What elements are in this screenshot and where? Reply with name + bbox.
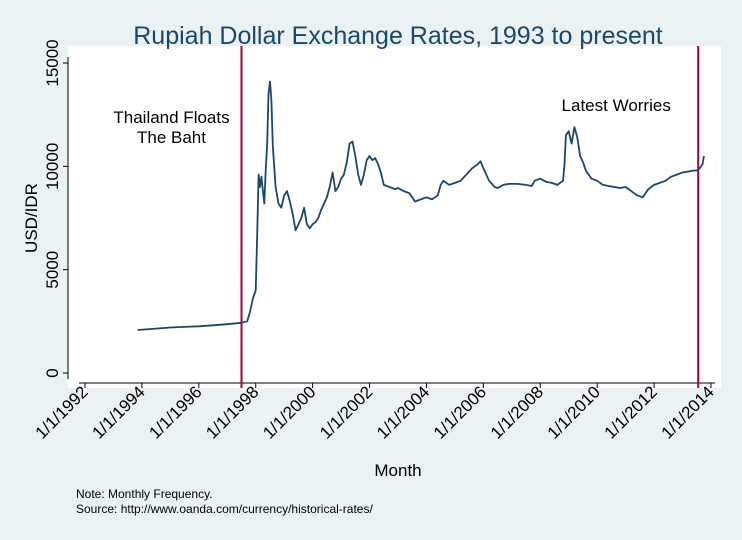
note-frequency: Note: Monthly Frequency.	[76, 487, 213, 501]
series-layer	[137, 80, 705, 331]
y-tick-label: 0	[43, 368, 62, 377]
annotation-label: Latest Worries	[562, 96, 671, 115]
y-tick-label: 15000	[43, 39, 62, 86]
note-source: Source: http://www.oanda.com/currency/hi…	[76, 502, 373, 516]
chart-title: Rupiah Dollar Exchange Rates, 1993 to pr…	[133, 22, 663, 50]
x-axis-label: Month	[374, 461, 421, 480]
annotation-label: Thailand Floats	[113, 108, 229, 127]
y-tick-label: 5000	[43, 251, 62, 289]
y-tick-label: 10000	[43, 143, 62, 190]
annotation-label: The Baht	[137, 128, 206, 147]
plot-area	[68, 46, 721, 388]
series-line	[137, 80, 705, 331]
y-axis-label: USD/IDR	[22, 183, 41, 253]
